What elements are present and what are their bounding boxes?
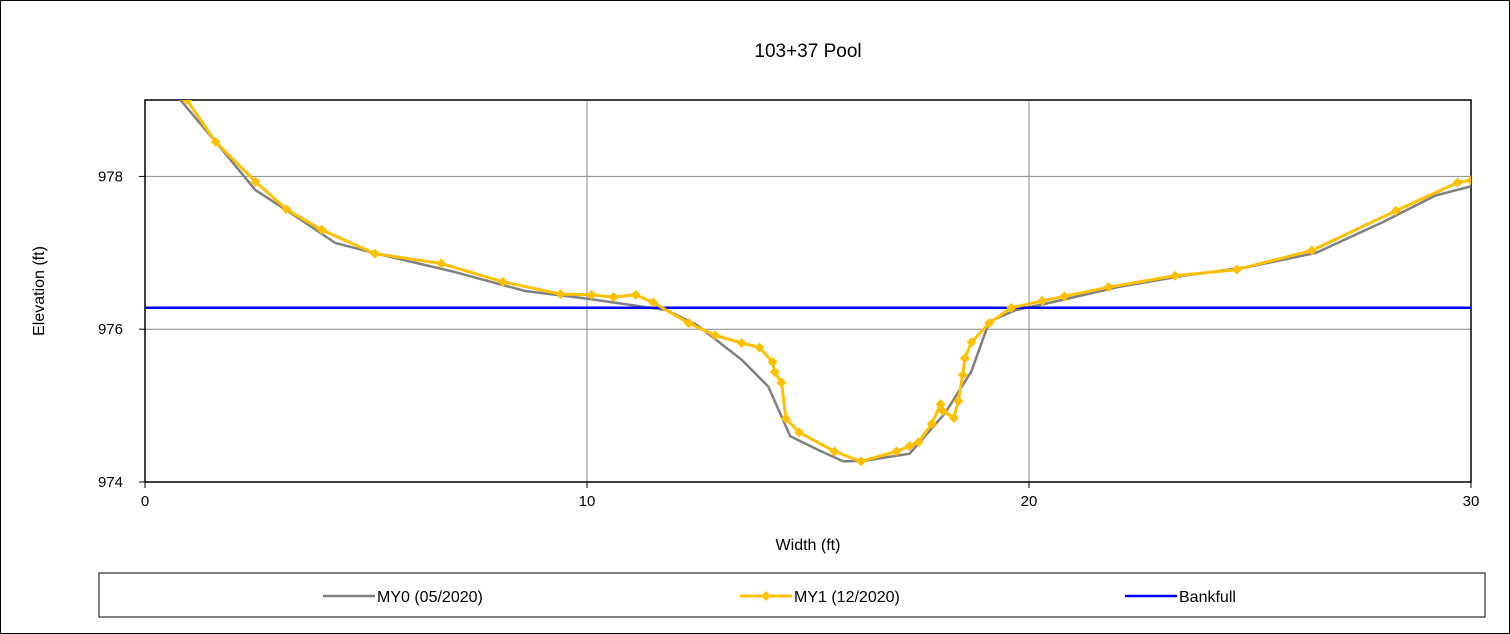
data-point [948,412,959,423]
x-tick-label: 30 [1463,493,1480,510]
data-point [555,289,566,300]
legend-item-1: MY1 (12/2020) [740,589,900,606]
data-point [316,224,327,235]
data-point [630,289,641,300]
series-0 [178,100,1471,463]
data-point [780,413,791,424]
data-point [926,418,937,429]
plot-area [144,99,1472,483]
data-point [953,396,964,407]
data-point [769,366,780,377]
data-point [710,330,721,341]
data-point [957,370,968,381]
y-tick-label: 974 [98,474,123,491]
x-axis-ticks: 0 10 20 30 [141,482,1480,510]
data-point [140,64,150,74]
data-point [436,258,447,269]
data-point [1231,264,1242,275]
data-point [767,357,778,368]
data-point [1059,291,1070,302]
series-1 [140,64,1471,467]
data-point [776,377,787,388]
data-point [1006,302,1017,313]
data-point [959,353,970,364]
legend-item-2: Bankfull [1125,589,1236,606]
grid-lines [145,100,1471,482]
legend-label: Bankfull [1179,589,1236,606]
data-point [984,318,995,329]
data-point [1103,282,1114,293]
series-layer [140,64,1471,467]
data-point [498,276,509,287]
y-tick-label: 978 [98,168,123,185]
x-tick-label: 20 [1021,493,1038,510]
y-axis-title: Elevation (ft) [31,246,48,336]
data-point [281,204,292,215]
data-point [1452,177,1463,188]
legend-label: MY0 (05/2020) [377,589,483,606]
chart-title: 103+37 Pool [754,41,861,62]
legend-label: MY1 (12/2020) [794,589,900,606]
data-point [891,446,902,457]
data-point [586,289,597,300]
data-point [794,427,805,438]
data-point [829,446,840,457]
series-line [184,100,1471,463]
data-point [736,337,747,348]
data-point [181,100,192,105]
x-tick-label: 10 [579,493,596,510]
x-tick-label: 0 [141,493,149,510]
data-point [966,337,977,348]
data-point [1466,175,1471,186]
y-tick-label: 976 [98,321,123,338]
data-point [683,318,694,329]
data-point [210,137,221,148]
data-point [937,405,948,416]
data-point [250,176,261,187]
data-point [369,248,380,259]
data-point [648,297,659,308]
data-point [913,437,924,448]
data-point [1390,205,1401,216]
legend: MY0 (05/2020) MY1 (12/2020) Bankfull [98,572,1486,618]
data-point [608,292,619,303]
data-point [754,342,765,353]
legend-item-0: MY0 (05/2020) [323,589,483,606]
data-point [856,456,867,467]
data-point [904,441,915,452]
y-axis-ticks: 974 976 978 [98,168,145,491]
legend-marker [761,591,771,601]
series-line [178,100,1471,463]
x-axis-title: Width (ft) [776,537,841,554]
data-point [1306,245,1317,256]
data-point [1169,270,1180,281]
data-point [1037,295,1048,306]
